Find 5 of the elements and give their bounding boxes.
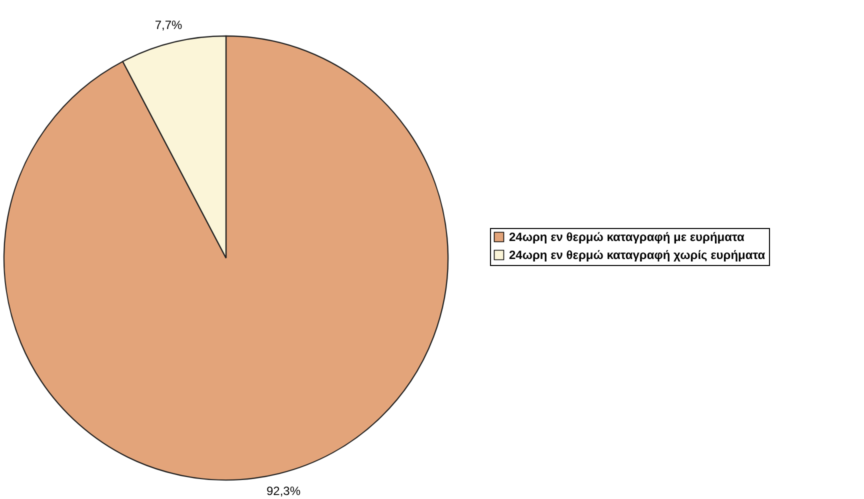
legend-label: 24ωρη εν θερμώ καταγραφή με ευρήματα: [509, 230, 746, 244]
pie-slice: [4, 35, 449, 480]
legend-label: 24ωρη εν θερμώ καταγραφή χωρίς ευρήματα: [509, 248, 766, 262]
data-label: 7,7%: [154, 18, 183, 32]
data-label: 92,3%: [266, 484, 301, 498]
